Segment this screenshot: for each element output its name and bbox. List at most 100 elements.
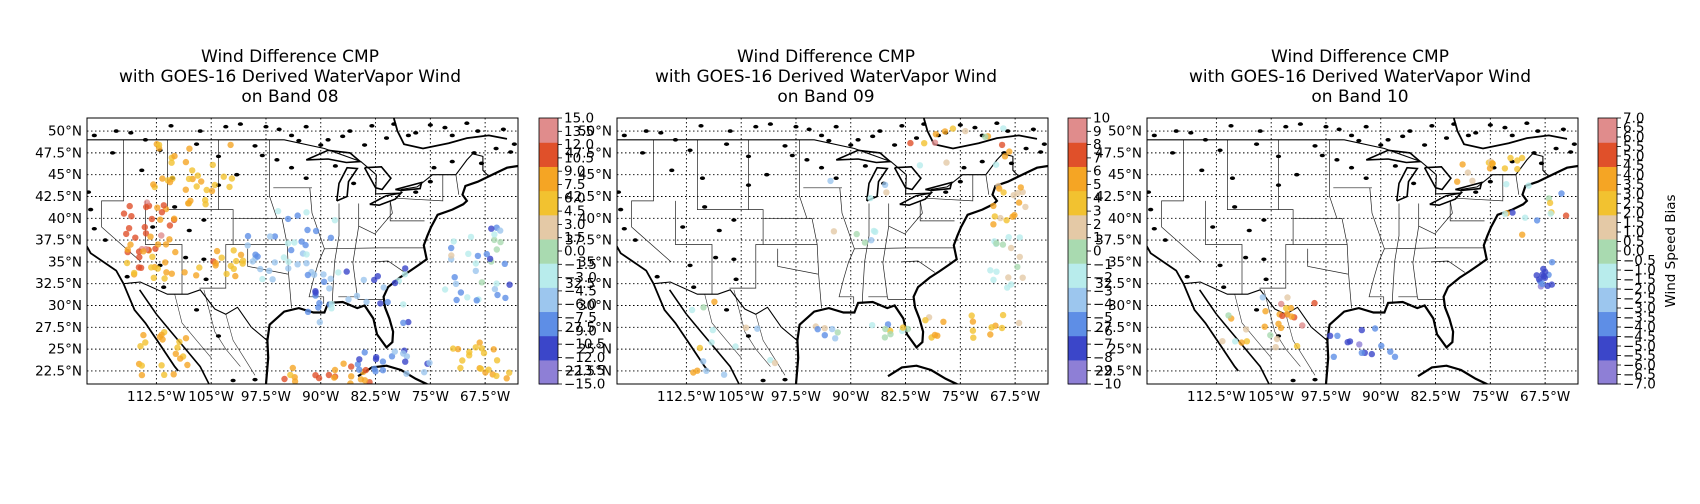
panel-2-colorbar-tick-label: 10	[1093, 111, 1110, 127]
panel-2-colorbar-tick-label: 6	[1093, 164, 1102, 180]
panel-3-colorbar: 7.06.56.05.55.04.54.03.53.02.52.01.51.00…	[1597, 111, 1679, 393]
panel-1-colorbar-tick-label: −3.0	[564, 270, 597, 286]
panel-1-wind-bias-point	[193, 183, 200, 190]
panel-3-wind-bias-point	[1299, 322, 1306, 329]
panel-2-wind-bias-point	[990, 276, 997, 283]
panel-2-lake	[713, 255, 719, 260]
panel-3-wind-bias-point	[1558, 190, 1565, 197]
panel-3-lake	[1217, 263, 1223, 268]
panel-1-wind-bias-point	[160, 202, 167, 209]
panel-1-wind-bias-point	[494, 291, 501, 299]
panel-2-lake	[654, 274, 660, 279]
panel-3-colorbar-segment	[1598, 335, 1617, 361]
panel-1-lake	[259, 153, 265, 158]
panel-1-wind-bias-point	[161, 371, 168, 378]
panel-3-colorbar-tick-label: 2.0	[1623, 206, 1644, 222]
panel-1-longitude-label: 75°W	[412, 389, 449, 405]
panel-3-wind-bias-point	[1562, 212, 1570, 219]
panel-1-wind-bias-point	[327, 275, 334, 282]
panel-1-wind-bias-point	[457, 289, 465, 296]
panel-1-wind-bias-point	[325, 371, 333, 379]
panel-1-wind-bias-point	[194, 172, 201, 179]
panel-1-wind-bias-point	[147, 233, 154, 240]
panel-3-colorbar-tick-label: 2.5	[1623, 196, 1644, 212]
panel-3-wind-bias-point	[1288, 313, 1295, 320]
panel-1-wind-bias-point	[182, 335, 190, 342]
panel-1-lake	[142, 138, 149, 142]
panel-3-lake	[1232, 205, 1238, 209]
panel-1-us-canada-border	[87, 139, 490, 195]
panel-2-wind-bias-point	[767, 356, 774, 364]
panel-1-wind-bias-point	[280, 254, 288, 261]
panel-1-wind-bias-point	[304, 308, 312, 315]
panel-2-lake	[855, 138, 861, 142]
panel-2-lake	[687, 148, 693, 153]
panel-1-wind-bias-point	[148, 215, 156, 223]
panel-2-colorbar-segment	[1068, 190, 1087, 216]
panel-3-wind-bias-point	[1514, 157, 1521, 164]
panel-3-lake	[1378, 143, 1384, 147]
panel-1-longitude-label: 105°W	[188, 389, 234, 405]
panel-2-lake	[745, 154, 752, 159]
panel-3-lake	[1148, 207, 1154, 212]
panel-2-wind-bias-point	[987, 331, 994, 338]
panel-1-wind-bias-point	[198, 178, 205, 185]
panel-3-state-line	[1259, 209, 1294, 289]
panel-1-wind-bias-point	[472, 344, 479, 351]
panel-3-latitude-label: 27.5°N	[1095, 320, 1142, 336]
panel-3-longitude-label: 112.5°W	[1187, 389, 1246, 405]
panel-2-lake	[764, 172, 770, 177]
panel-2-longitude-label: 112.5°W	[657, 389, 716, 405]
panel-2-great-lake	[925, 181, 953, 192]
panel-1-title-line-2: with GOES-16 Derived WaterVapor Wind	[119, 67, 461, 87]
panel-1-wind-bias-point	[202, 196, 209, 204]
panel-1-wind-bias-point	[212, 260, 219, 267]
panel-3-lake	[1356, 138, 1362, 143]
panel-3-lake	[1348, 133, 1355, 138]
panel-2-wind-bias-point	[1014, 263, 1021, 271]
panel-1-great-lake	[363, 165, 392, 191]
panel-3-wind-bias-point	[1489, 160, 1496, 167]
panel-1-wind-bias-point	[473, 297, 480, 304]
panel-3-wind-bias-point	[1459, 161, 1466, 168]
panel-1-wind-bias-point	[284, 240, 292, 247]
panel-3-colorbar-segment	[1598, 287, 1617, 313]
panel-2-longitude-label: 67.5°W	[990, 389, 1040, 405]
panel-1-wind-bias-point	[223, 270, 230, 278]
panel-1-wind-bias-point	[181, 269, 188, 276]
panel-1-wind-bias-point	[331, 217, 339, 224]
panel-2-wind-bias-point	[720, 371, 728, 378]
panel-2-wind-bias-point	[998, 324, 1006, 332]
panel-2-wind-bias-point	[987, 267, 994, 274]
panel-3-wind-bias-point	[1326, 332, 1334, 339]
panel-1-wind-bias-point	[149, 253, 156, 260]
panel-1-wind-bias-point	[227, 141, 234, 149]
panel-3-lake	[1275, 183, 1282, 187]
panel-1-wind-bias-point	[488, 225, 495, 232]
panel-1-lake	[471, 151, 477, 155]
panel-3-lake	[1199, 168, 1205, 173]
panel-1-wind-bias-point	[388, 353, 396, 360]
panel-1-lake	[427, 179, 433, 184]
panel-1-wind-bias-point	[271, 259, 278, 266]
panel-2-state-line	[729, 209, 764, 289]
panel-3-longitude-label: 105°W	[1248, 389, 1294, 405]
panel-2-colorbar-tick-label: 7	[1093, 150, 1102, 166]
panel-3-wind-bias-point	[1232, 338, 1239, 345]
panel-2-wind-bias-point	[993, 268, 1000, 275]
panel-3-colorbar-tick-label: −6.5	[1623, 367, 1656, 383]
panel-1-latitude-label: 45°N	[48, 167, 82, 183]
panel-3-map-content	[1147, 118, 1578, 384]
panel-1-latitude-label: 42.5°N	[35, 189, 82, 205]
panel-1-lake	[340, 134, 346, 139]
panel-2-wind-bias-point	[1016, 253, 1023, 261]
panel-3-latitude-label: 37.5°N	[1095, 233, 1142, 249]
panel-2-latitude-label: 45°N	[578, 167, 612, 183]
panel-2-colorbar-segment	[1068, 287, 1087, 313]
panel-2-wind-bias-point	[992, 161, 1000, 168]
panel-3-colorbar-tick-label: 3.5	[1623, 177, 1644, 193]
panel-1-wind-bias-point	[402, 265, 409, 272]
panel-2-wind-bias-point	[742, 324, 750, 331]
panel-1-latitude-label: 22.5°N	[35, 363, 82, 379]
panel-1-wind-bias-point	[449, 345, 457, 352]
